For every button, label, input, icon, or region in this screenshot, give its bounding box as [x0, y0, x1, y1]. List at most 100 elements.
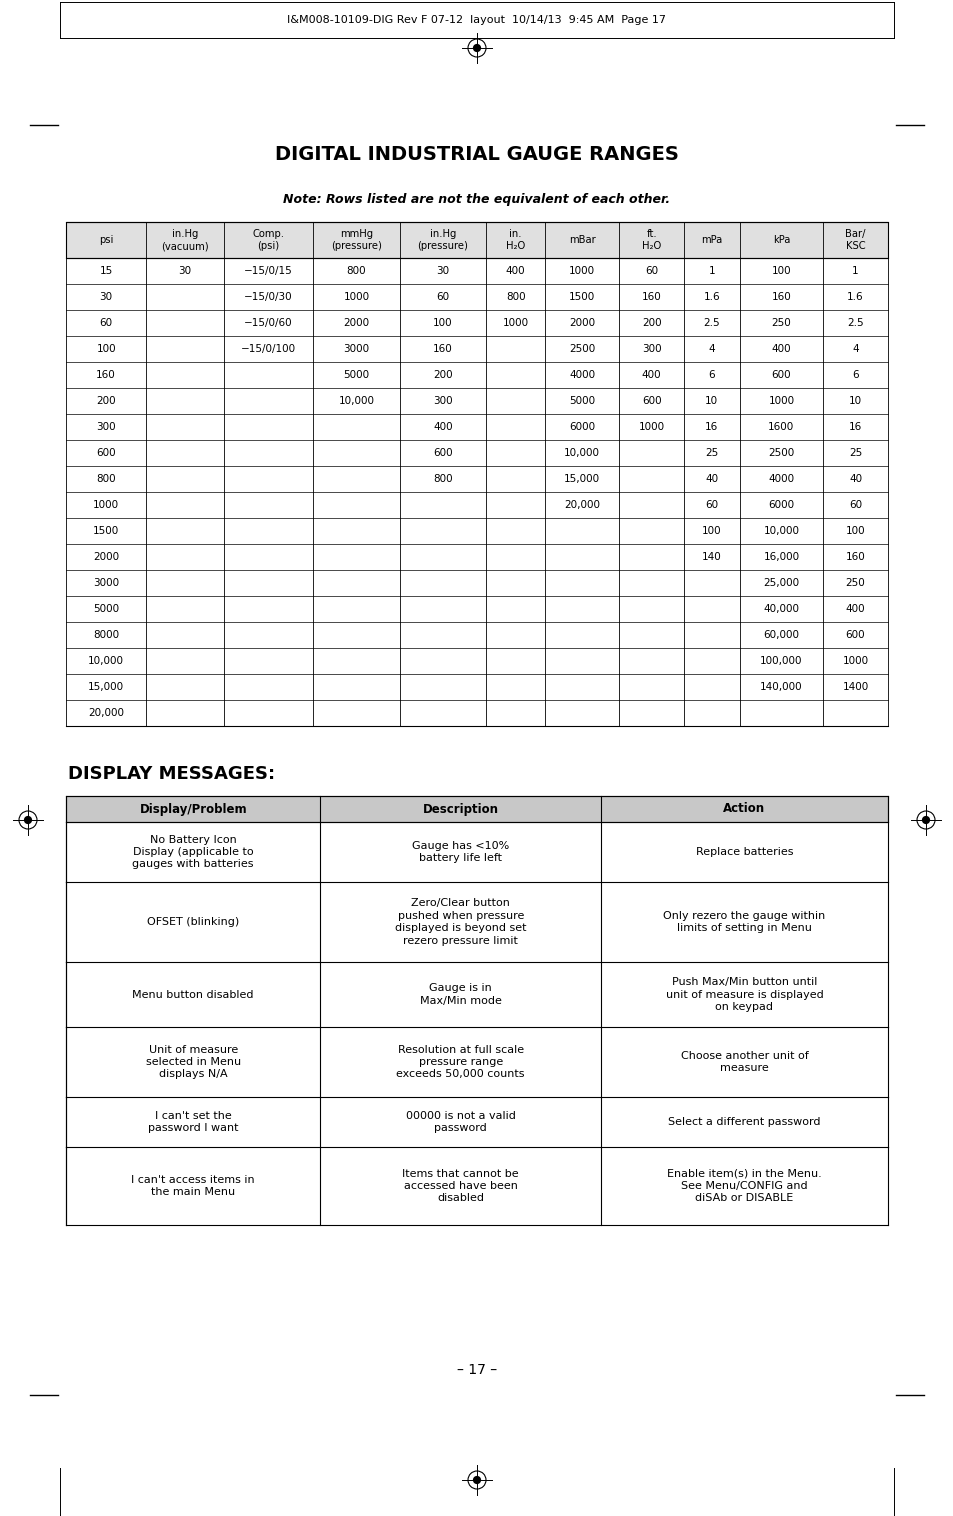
Text: 100: 100 — [433, 318, 453, 327]
Text: 40: 40 — [848, 475, 862, 484]
Text: 2500: 2500 — [568, 344, 595, 355]
Text: 8000: 8000 — [93, 631, 119, 640]
Text: 2.5: 2.5 — [702, 318, 720, 327]
Text: 60: 60 — [644, 265, 658, 276]
Text: 160: 160 — [771, 293, 790, 302]
Text: 20,000: 20,000 — [88, 708, 124, 719]
Text: DIGITAL INDUSTRIAL GAUGE RANGES: DIGITAL INDUSTRIAL GAUGE RANGES — [274, 146, 679, 165]
Text: 800: 800 — [96, 475, 116, 484]
Text: 3000: 3000 — [93, 578, 119, 588]
Text: 40: 40 — [704, 475, 718, 484]
Text: 15,000: 15,000 — [88, 682, 124, 691]
Text: 10,000: 10,000 — [338, 396, 375, 406]
Text: 6: 6 — [851, 370, 858, 381]
Text: 1000: 1000 — [638, 421, 664, 432]
Text: 1000: 1000 — [568, 265, 595, 276]
Text: Resolution at full scale
pressure range
exceeds 50,000 counts: Resolution at full scale pressure range … — [396, 1045, 524, 1079]
Text: Bar/
KSC: Bar/ KSC — [844, 229, 865, 252]
Text: 1: 1 — [708, 265, 715, 276]
Text: 4: 4 — [851, 344, 858, 355]
Text: 60: 60 — [99, 318, 112, 327]
Text: 3000: 3000 — [343, 344, 369, 355]
Text: 400: 400 — [845, 603, 864, 614]
Text: 60,000: 60,000 — [762, 631, 799, 640]
Text: 800: 800 — [433, 475, 453, 484]
Text: 60: 60 — [704, 500, 718, 509]
Text: 10,000: 10,000 — [88, 656, 124, 666]
Text: 16,000: 16,000 — [762, 552, 799, 562]
Text: 15,000: 15,000 — [563, 475, 599, 484]
Text: Push Max/Min button until
unit of measure is displayed
on keypad: Push Max/Min button until unit of measur… — [665, 978, 822, 1011]
Text: 300: 300 — [641, 344, 660, 355]
Text: ft.
H₂O: ft. H₂O — [641, 229, 660, 252]
Text: 6000: 6000 — [568, 421, 595, 432]
Text: 25: 25 — [848, 449, 862, 458]
Text: 1000: 1000 — [343, 293, 369, 302]
Text: 200: 200 — [433, 370, 453, 381]
Text: 300: 300 — [96, 421, 116, 432]
Text: Replace batteries: Replace batteries — [695, 847, 792, 857]
Circle shape — [473, 1477, 480, 1484]
Bar — [66, 221, 887, 258]
Text: Unit of measure
selected in Menu
displays N/A: Unit of measure selected in Menu display… — [146, 1045, 240, 1079]
Text: Items that cannot be
accessed have been
disabled: Items that cannot be accessed have been … — [402, 1169, 518, 1204]
Text: 2000: 2000 — [93, 552, 119, 562]
Text: I can't set the
password I want: I can't set the password I want — [148, 1111, 238, 1132]
Text: 250: 250 — [844, 578, 864, 588]
Text: 100,000: 100,000 — [760, 656, 801, 666]
Text: 600: 600 — [433, 449, 453, 458]
Text: 800: 800 — [505, 293, 525, 302]
Text: mBar: mBar — [568, 235, 595, 246]
Text: 30: 30 — [99, 293, 112, 302]
Text: 2000: 2000 — [343, 318, 369, 327]
Text: Gauge has <10%
battery life left: Gauge has <10% battery life left — [412, 841, 509, 863]
Text: 1.6: 1.6 — [846, 293, 863, 302]
Text: 60: 60 — [436, 293, 449, 302]
Text: 00000 is not a valid
password: 00000 is not a valid password — [405, 1111, 515, 1132]
Text: 2.5: 2.5 — [846, 318, 863, 327]
Text: Only rezero the gauge within
limits of setting in Menu: Only rezero the gauge within limits of s… — [662, 911, 824, 934]
Text: No Battery Icon
Display (applicable to
gauges with batteries: No Battery Icon Display (applicable to g… — [132, 835, 253, 869]
Text: Zero/Clear button
pushed when pressure
displayed is beyond set
rezero pressure l: Zero/Clear button pushed when pressure d… — [395, 899, 526, 946]
Text: 100: 100 — [96, 344, 116, 355]
Text: 1500: 1500 — [568, 293, 595, 302]
Text: 4: 4 — [708, 344, 715, 355]
Text: 16: 16 — [848, 421, 862, 432]
Text: in.Hg
(pressure): in.Hg (pressure) — [417, 229, 468, 252]
Text: Gauge is in
Max/Min mode: Gauge is in Max/Min mode — [419, 984, 501, 1005]
Text: 30: 30 — [178, 265, 192, 276]
Text: 25: 25 — [704, 449, 718, 458]
Text: 1600: 1600 — [767, 421, 794, 432]
Text: 1: 1 — [851, 265, 858, 276]
Text: 4000: 4000 — [568, 370, 595, 381]
Text: 400: 400 — [641, 370, 660, 381]
Text: 160: 160 — [433, 344, 453, 355]
Text: 250: 250 — [771, 318, 790, 327]
Text: Display/Problem: Display/Problem — [139, 802, 247, 816]
Text: 6: 6 — [708, 370, 715, 381]
Text: Menu button disabled: Menu button disabled — [132, 990, 253, 999]
Text: 140: 140 — [701, 552, 721, 562]
Text: 200: 200 — [641, 318, 660, 327]
Bar — [66, 796, 887, 822]
Text: 6000: 6000 — [767, 500, 794, 509]
Text: 25,000: 25,000 — [762, 578, 799, 588]
Text: 1000: 1000 — [767, 396, 794, 406]
Text: 160: 160 — [96, 370, 116, 381]
Text: 10,000: 10,000 — [762, 526, 799, 537]
Text: 60: 60 — [848, 500, 862, 509]
Text: 400: 400 — [771, 344, 790, 355]
Text: 400: 400 — [505, 265, 525, 276]
Text: 800: 800 — [346, 265, 366, 276]
Text: 1000: 1000 — [841, 656, 867, 666]
Text: 10: 10 — [704, 396, 718, 406]
Text: 200: 200 — [96, 396, 116, 406]
Text: 10: 10 — [848, 396, 862, 406]
Text: 1000: 1000 — [502, 318, 528, 327]
Text: DISPLAY MESSAGES:: DISPLAY MESSAGES: — [68, 766, 274, 782]
Text: Enable item(s) in the Menu.
See Menu/CONFIG and
diSAb or DISABLE: Enable item(s) in the Menu. See Menu/CON… — [666, 1169, 821, 1204]
Circle shape — [25, 817, 31, 823]
Text: mPa: mPa — [700, 235, 721, 246]
Text: 1500: 1500 — [93, 526, 119, 537]
Text: in.
H₂O: in. H₂O — [505, 229, 525, 252]
